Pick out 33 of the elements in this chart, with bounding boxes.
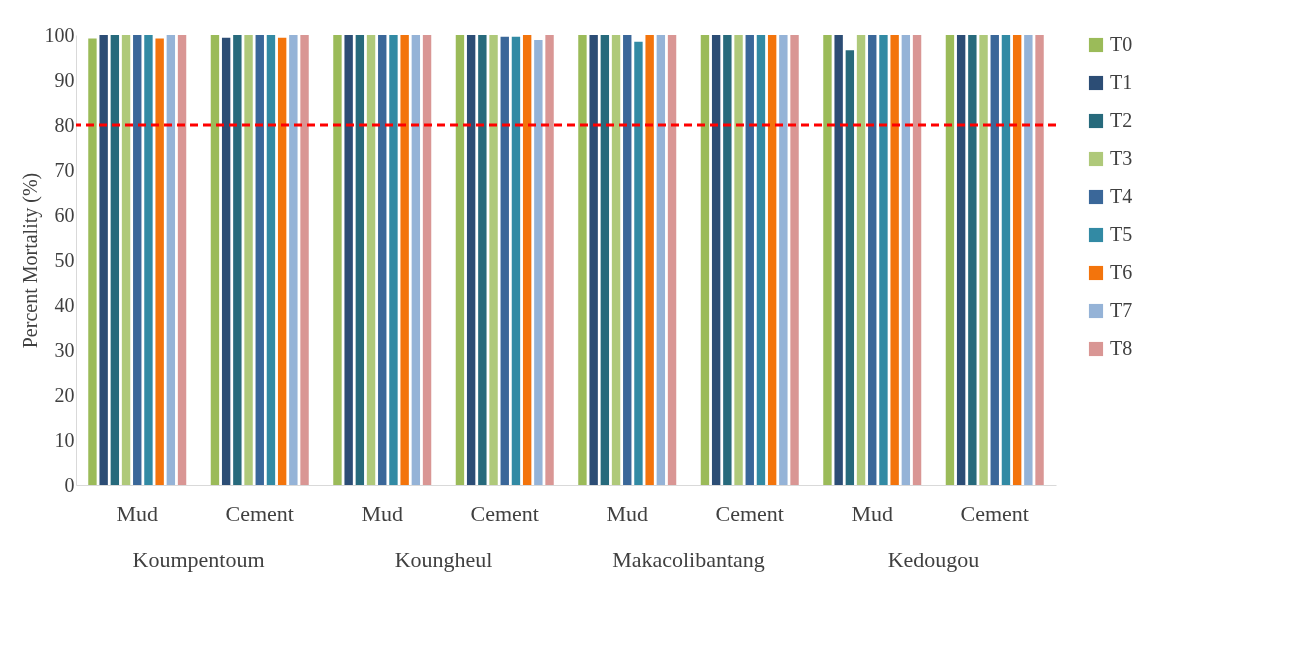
- legend-label: T5: [1110, 223, 1133, 245]
- x-tick-label: Cement: [225, 500, 294, 526]
- x-tick-label: Cement: [715, 500, 784, 526]
- x-tick-label: Mud: [116, 500, 159, 526]
- y-tick-label: 50: [54, 248, 75, 271]
- legend-label: T2: [1110, 109, 1133, 131]
- legend-label: T3: [1110, 147, 1133, 169]
- y-tick-label: 90: [54, 68, 75, 91]
- legend-label: T4: [1110, 185, 1133, 207]
- y-tick-label: 100: [44, 23, 75, 46]
- x-tick-label: Cement: [470, 500, 539, 526]
- y-tick-label: 20: [54, 383, 75, 406]
- x-tick-label: Cement: [960, 500, 1029, 526]
- y-tick-label: 70: [54, 158, 75, 181]
- legend-label: T0: [1110, 33, 1133, 55]
- y-axis-title: Percent Mortality (%): [18, 172, 42, 349]
- text: Koumpentoum: [132, 547, 265, 572]
- text: Kedougou: [887, 547, 980, 572]
- y-tick-label: 60: [54, 203, 75, 226]
- y-tick-label: 40: [54, 293, 75, 316]
- x-tick-label: Mud: [606, 500, 649, 526]
- y-tick-label: 30: [54, 338, 75, 361]
- legend-label: T7: [1110, 299, 1133, 321]
- text: Koungheul: [394, 547, 493, 572]
- x-tick-label: Mud: [361, 500, 404, 526]
- y-tick-label: 10: [54, 428, 75, 451]
- y-tick-label: 0: [64, 473, 75, 496]
- legend-label: T1: [1110, 71, 1133, 93]
- y-tick-label: 80: [54, 113, 75, 136]
- legend-label: T6: [1110, 261, 1133, 283]
- text: Makacolibantang: [612, 547, 765, 572]
- x-tick-label: Mud: [851, 500, 894, 526]
- legend-label: T8: [1110, 337, 1133, 359]
